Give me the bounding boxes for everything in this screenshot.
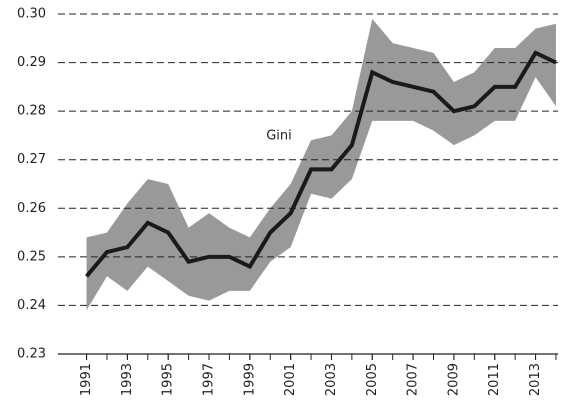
x-tick-label: 2013 xyxy=(528,363,543,396)
x-tick-label: 1991 xyxy=(79,363,94,396)
x-tick-label: 1995 xyxy=(161,363,176,396)
x-tick-label: 2005 xyxy=(365,363,380,396)
y-tick-label: 0.28 xyxy=(17,104,46,119)
x-tick-label: 1999 xyxy=(242,363,257,396)
y-tick-label: 0.26 xyxy=(17,201,46,216)
y-tick-label: 0.24 xyxy=(17,298,46,313)
y-tick-label: 0.25 xyxy=(17,249,46,264)
x-tick-label: 2011 xyxy=(487,363,502,396)
y-tick-label: 0.30 xyxy=(17,7,46,22)
line xyxy=(85,50,557,278)
x-tick-label: 2007 xyxy=(406,363,421,396)
x-tick-label: 2003 xyxy=(324,363,339,396)
x-tick-label: 1997 xyxy=(202,363,217,396)
x-tick-label: 2001 xyxy=(283,363,298,396)
x-tick-label: 2009 xyxy=(446,363,461,396)
y-tick-label: 0.23 xyxy=(17,347,46,362)
series-label: Gini xyxy=(266,129,292,144)
y-tick-label: 0.27 xyxy=(17,152,46,167)
y-tick-label: 0.29 xyxy=(17,55,46,70)
confidence-band xyxy=(86,18,556,311)
x-tick-label: 1993 xyxy=(120,363,135,396)
